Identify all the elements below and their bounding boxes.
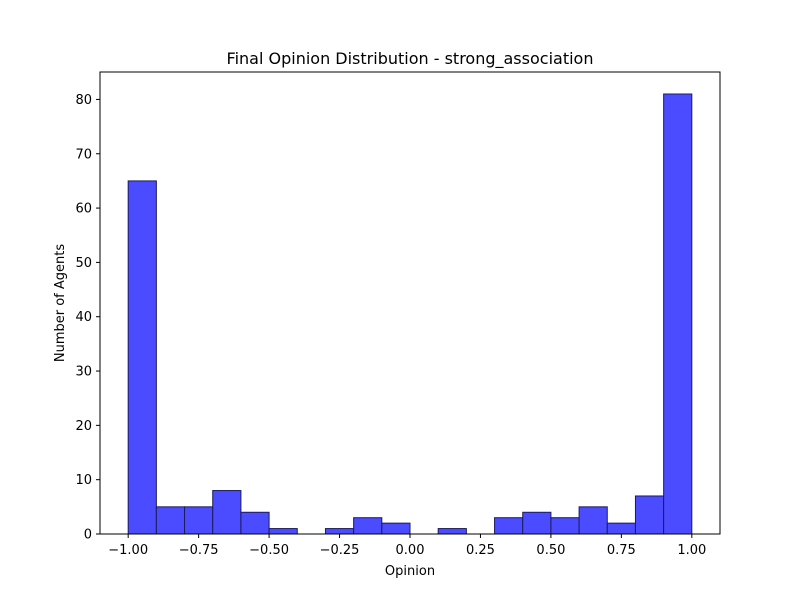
y-tick-label: 80: [75, 93, 92, 108]
histogram-bar: [127, 180, 157, 535]
y-axis-label: Number of Agents: [53, 244, 68, 362]
histogram-bar: [606, 522, 636, 535]
x-tick-label: −0.75: [179, 543, 219, 558]
histogram-bar: [494, 517, 524, 535]
histogram-bar: [634, 495, 665, 535]
histogram-bar: [437, 528, 467, 535]
y-tick-label: 20: [75, 419, 92, 434]
y-axis: 0 10 20 30 40 50 60 70 80: [75, 93, 100, 543]
y-tick-label: 30: [75, 365, 92, 380]
histogram-bar: [578, 506, 608, 535]
x-tick-label: 0.00: [396, 543, 425, 558]
y-tick-label: 0: [84, 528, 92, 543]
x-axis: −1.00 −0.75 −0.50 −0.25 0.00 0.25 0.50 0.75 1.00: [108, 534, 706, 558]
y-tick-label: 70: [75, 147, 92, 162]
bars-group: [127, 93, 693, 535]
histogram-bar: [184, 506, 214, 535]
x-tick-label: 0.25: [466, 543, 495, 558]
histogram-bar: [353, 517, 383, 535]
y-tick-label: 60: [75, 202, 92, 217]
histogram-bar: [268, 528, 298, 535]
y-tick-label: 10: [75, 473, 92, 488]
x-tick-label: 1.00: [677, 543, 706, 558]
x-tick-label: −1.00: [108, 543, 148, 558]
histogram-bar: [663, 93, 693, 535]
x-tick-label: 0.75: [607, 543, 636, 558]
y-tick-label: 50: [75, 256, 92, 271]
x-tick-label: −0.50: [249, 543, 289, 558]
x-tick-label: 0.50: [536, 543, 565, 558]
plot-frame: [99, 71, 721, 535]
histogram-bar: [155, 506, 186, 535]
histogram-bar: [240, 511, 270, 535]
x-tick-label: −0.25: [320, 543, 360, 558]
y-tick-label: 40: [75, 310, 92, 325]
histogram-bar: [324, 528, 355, 535]
chart-title: Final Opinion Distribution - strong_asso…: [227, 49, 594, 69]
histogram-bar: [550, 517, 580, 535]
histogram-bar: [381, 522, 411, 535]
histogram-bar: [522, 511, 552, 535]
histogram-bar: [212, 490, 242, 535]
x-axis-label: Opinion: [385, 564, 435, 579]
